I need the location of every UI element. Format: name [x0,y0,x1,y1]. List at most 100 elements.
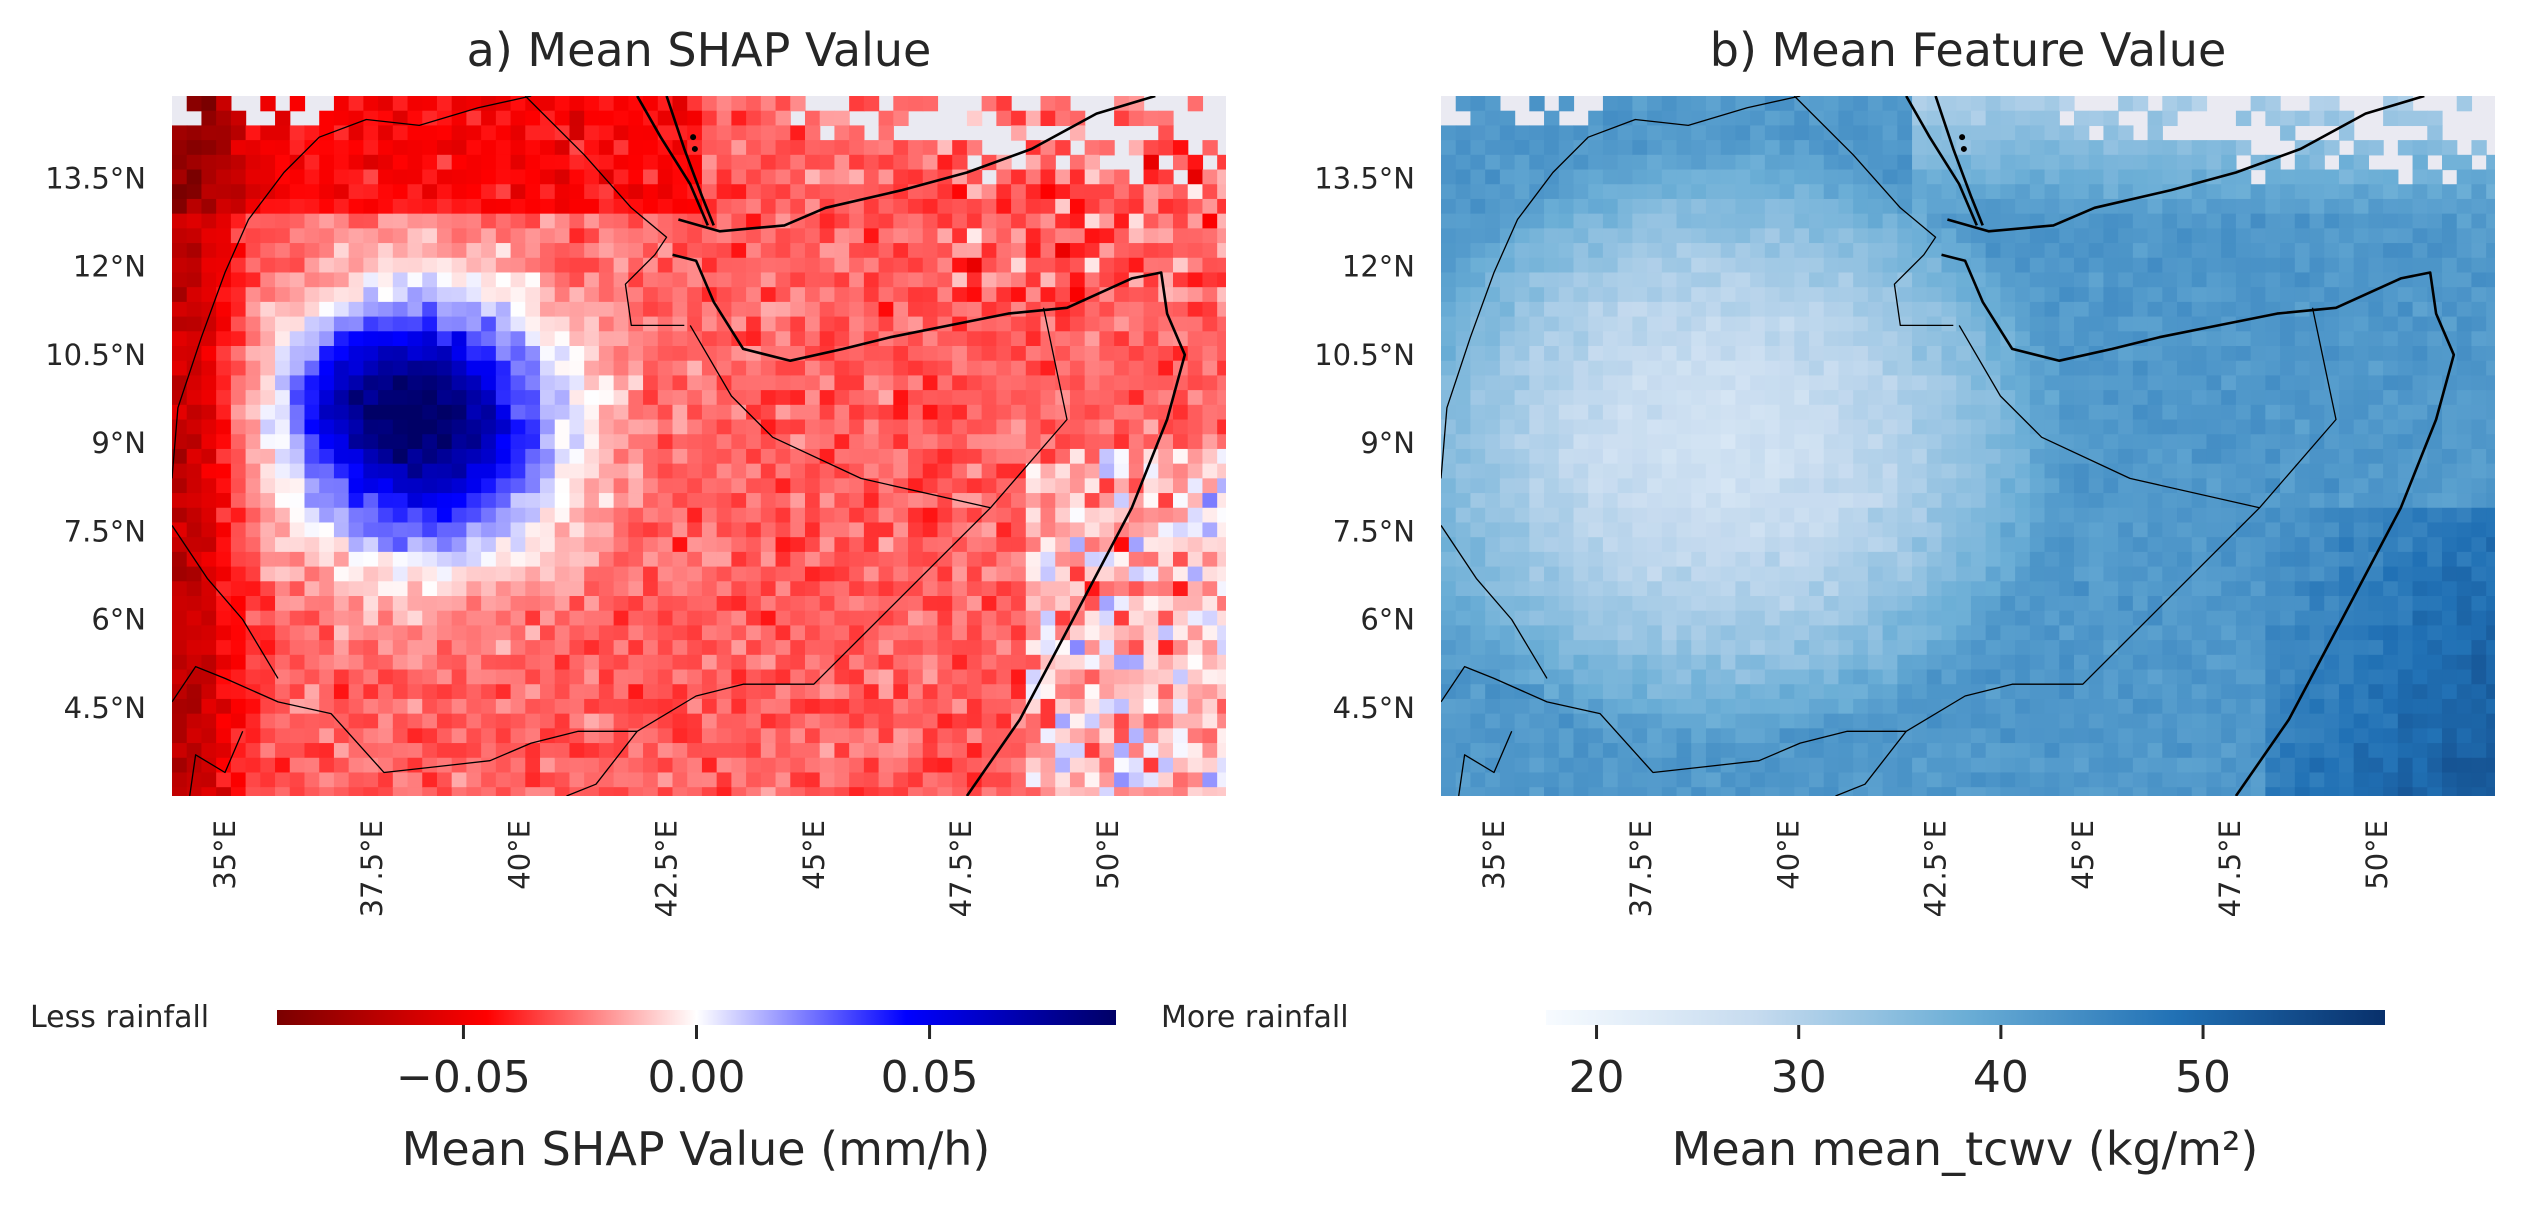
heatmap-cell [1602,125,1619,141]
heatmap-cell [657,684,674,700]
heatmap-cell [701,566,718,582]
heatmap-cell [1676,419,1692,435]
heatmap-cell [245,787,261,796]
heatmap-cell [540,728,556,744]
heatmap-cell [1735,390,1751,406]
heatmap-cell [701,743,718,759]
heatmap-cell [952,419,968,435]
heatmap-cell [1676,184,1692,200]
heatmap-cell [510,478,526,494]
heatmap-cell [1750,154,1766,171]
heatmap-cell [392,743,409,759]
heatmap-cell [687,596,703,612]
heatmap-cell [790,610,806,627]
heatmap-cell [1011,581,1027,597]
heatmap-cell [716,272,732,288]
heatmap-cell [569,566,585,582]
heatmap-cell [1573,272,1589,288]
heatmap-cell [495,610,512,627]
heatmap-cell [1202,640,1218,656]
heatmap-cell [1750,419,1766,435]
border-line [172,525,279,679]
heatmap-cell [1529,316,1545,332]
heatmap-cell [363,228,379,244]
heatmap-cell [1602,537,1619,553]
heatmap-cell [451,713,468,729]
heatmap-cell [304,684,320,700]
heatmap-cell [1661,522,1678,538]
heatmap-cell [1514,493,1530,509]
heatmap-cell [628,625,644,641]
heatmap-cell [1853,507,1869,524]
heatmap-cell [1617,316,1633,332]
heatmap-cell [804,698,821,715]
heatmap-cell [525,463,541,479]
heatmap-cell [392,581,409,597]
heatmap-cell [186,448,203,465]
heatmap-cell [1912,96,1928,112]
heatmap-cell [908,198,924,215]
heatmap-cell [746,375,762,391]
heatmap-cell [1573,228,1589,244]
heatmap-cell [1823,198,1840,215]
heatmap-cell [1084,551,1100,568]
heatmap-cell [1602,581,1619,597]
heatmap-cell [1544,610,1560,627]
heatmap-cell [1529,448,1545,465]
heatmap-cell [1470,228,1486,244]
heatmap-cell [275,331,291,347]
heatmap-cell [333,287,350,303]
heatmap-cell [392,787,409,796]
heatmap-cell [966,654,983,671]
heatmap-cell [849,228,865,244]
heatmap-cell [937,243,953,259]
heatmap-cell [230,404,247,421]
heatmap-cell [701,375,718,391]
heatmap-cell [436,390,453,406]
heatmap-cell [1691,728,1707,744]
heatmap-cell [392,522,409,538]
heatmap-cell [245,154,261,171]
heatmap-cell [304,140,320,156]
heatmap-cell [1455,419,1472,435]
heatmap-cell [407,375,423,391]
heatmap-cell [422,581,438,597]
heatmap-cell [540,478,556,494]
heatmap-cell [1705,493,1722,509]
heatmap-cell [1867,287,1884,303]
heatmap-cell [584,478,600,494]
heatmap-cell [260,493,276,509]
heatmap-cell [1485,316,1501,332]
heatmap-cell [333,463,350,479]
heatmap-cell [466,581,482,597]
heatmap-cell [201,110,217,127]
heatmap-cell [260,140,276,156]
heatmap-cell [525,184,541,200]
heatmap-cell [908,301,924,318]
heatmap-cell [981,463,997,479]
heatmap-cell [1720,346,1737,362]
heatmap-cell [1661,375,1678,391]
heatmap-cell [1882,757,1898,774]
heatmap-cell [701,463,718,479]
heatmap-cell [510,713,526,729]
heatmap-cell [1867,169,1884,185]
heatmap-cell [319,507,335,524]
heatmap-cell [1750,184,1766,200]
heatmap-cell [1617,463,1633,479]
heatmap-cell [760,213,777,229]
heatmap-cell [996,551,1012,568]
heatmap-cell [1897,654,1913,671]
heatmap-cell [407,478,423,494]
heatmap-cell [495,537,512,553]
heatmap-cell [716,581,732,597]
heatmap-cell [1158,640,1174,656]
heatmap-cell [481,287,497,303]
heatmap-cell [1202,316,1218,332]
heatmap-cell [1926,110,1943,127]
heatmap-cell [1809,448,1825,465]
heatmap-cell [466,169,482,185]
heatmap-cell [701,478,718,494]
heatmap-cell [1809,566,1825,582]
heatmap-cell [760,434,777,450]
